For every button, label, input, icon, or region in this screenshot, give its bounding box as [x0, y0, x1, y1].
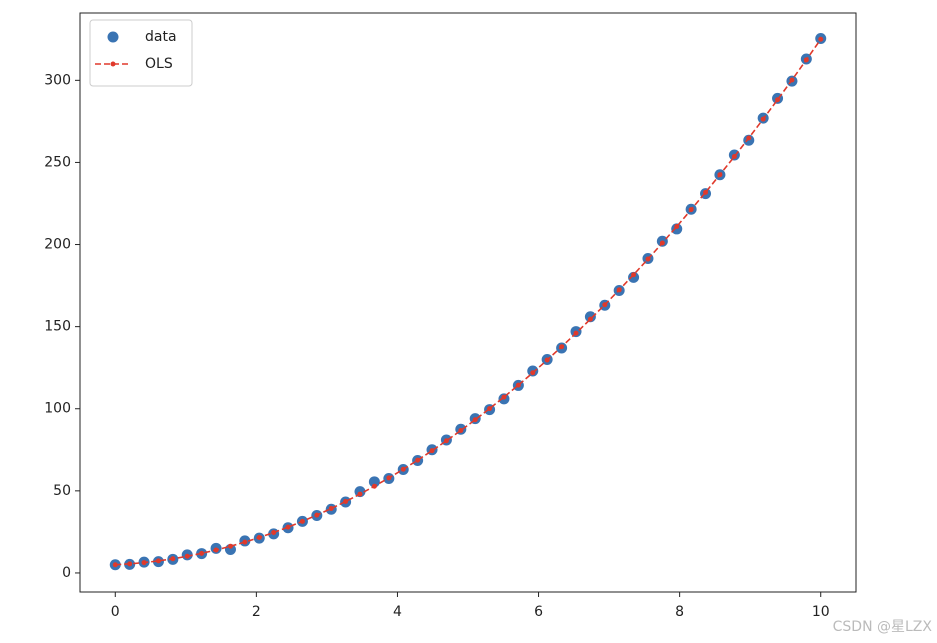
ols-point — [299, 518, 305, 524]
ols-point — [343, 499, 349, 505]
y-tick-label: 50 — [53, 483, 71, 499]
x-tick-label: 10 — [812, 604, 830, 620]
ols-point — [746, 135, 752, 141]
ols-point — [472, 417, 478, 423]
x-tick-label: 4 — [393, 604, 402, 620]
ols-point — [487, 406, 493, 412]
ols-point — [458, 427, 464, 433]
y-tick-label: 0 — [62, 565, 71, 581]
y-tick-label: 300 — [44, 72, 71, 88]
ols-point — [141, 560, 147, 566]
ols-point — [760, 116, 766, 122]
ols-point — [573, 330, 579, 336]
plot-frame — [79, 12, 857, 593]
ols-point — [688, 207, 694, 213]
watermark: CSDN @星LZX — [833, 619, 933, 635]
ols-point — [112, 562, 118, 568]
ols-point — [429, 448, 435, 454]
ols-point — [213, 547, 219, 553]
ols-point — [271, 530, 277, 536]
ols-point — [515, 382, 521, 388]
legend-label: data — [145, 29, 177, 45]
data-point — [224, 543, 236, 555]
ols-point — [789, 77, 795, 83]
ols-point — [400, 466, 406, 472]
y-tick-label: 150 — [44, 319, 71, 335]
ols-point — [415, 457, 421, 463]
ols-point — [501, 394, 507, 400]
ols-point — [631, 272, 637, 278]
ols-point — [587, 316, 593, 322]
ols-point — [731, 154, 737, 160]
ols-point — [170, 556, 176, 562]
ols-point — [127, 561, 133, 567]
ols-point — [616, 287, 622, 293]
x-tick-label: 6 — [534, 604, 543, 620]
y-tick-label: 100 — [44, 401, 71, 417]
ols-point — [242, 539, 248, 545]
legend-box — [89, 19, 193, 87]
data-point — [368, 476, 380, 488]
ols-point — [256, 535, 262, 541]
ols-point — [227, 543, 233, 549]
ols-point — [285, 524, 291, 530]
ols-point — [559, 344, 565, 350]
y-tick-label: 200 — [44, 237, 71, 253]
legend-marker — [107, 31, 119, 43]
y-tick-label: 250 — [44, 154, 71, 170]
ols-point — [544, 357, 550, 363]
ols-point — [703, 189, 709, 195]
ols-point — [818, 36, 824, 42]
ols-point — [386, 475, 392, 481]
x-tick-label: 0 — [111, 604, 120, 620]
ols-point — [184, 553, 190, 559]
x-tick-label: 2 — [252, 604, 261, 620]
data-point — [628, 271, 640, 283]
ols-point — [645, 256, 651, 262]
ols-point — [328, 506, 334, 512]
ols-point — [803, 57, 809, 63]
ols-point — [357, 491, 363, 497]
ols-point — [443, 438, 449, 444]
ols-point — [602, 302, 608, 308]
ols-point — [717, 172, 723, 178]
legend-marker — [110, 61, 116, 67]
legend-label: OLS — [145, 56, 173, 72]
ols-point — [314, 512, 320, 518]
ols-point — [674, 224, 680, 230]
ols-line — [115, 38, 822, 566]
ols-point — [659, 240, 665, 246]
ols-point — [199, 550, 205, 556]
x-tick-label: 8 — [675, 604, 684, 620]
ols-point — [530, 370, 536, 376]
ols-point — [371, 483, 377, 489]
ols-point — [155, 558, 161, 564]
ols-point — [775, 97, 781, 103]
